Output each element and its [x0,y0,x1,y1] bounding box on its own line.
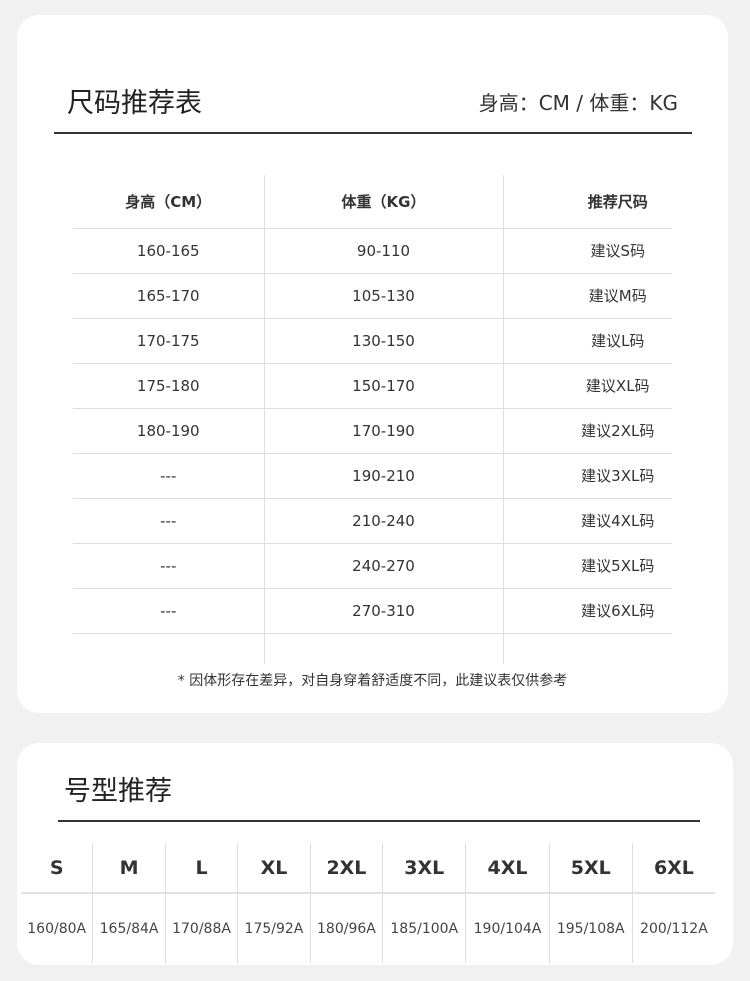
table-row: --- 240-270 建议5XL码 [73,543,672,589]
size-cell: 建议M码 [503,273,672,319]
table-row: --- 210-240 建议4XL码 [73,498,672,544]
model-value: 170/88A [165,893,239,963]
header-row: 身高（CM） 体重（KG） 推荐尺码 [73,175,672,229]
height-cell: --- [73,498,265,544]
weight-cell: 270-310 [264,588,504,634]
height-cell: --- [73,543,265,589]
model-row: 160/80A 165/84A 170/88A 175/92A 180/96A 185/1… [21,893,715,963]
empty-cell [503,633,672,664]
height-cell: 170-175 [73,318,265,364]
size-label: M [92,843,166,894]
size-label: S [21,843,94,894]
model-table-title: 号型推荐 [64,776,172,807]
column-header: 身高（CM） [73,175,265,229]
table-row: --- 190-210 建议3XL码 [73,453,672,499]
size-cell: 建议XL码 [503,363,672,409]
unit-label: 身高：CM / 体重：KG [478,91,678,115]
weight-cell: 210-240 [264,498,504,544]
size-recommendation-card: 尺码推荐表 身高：CM / 体重：KG 身高（CM） 体重（KG） 推荐尺码 160-… [17,15,728,713]
title-divider [54,132,692,134]
model-value: 175/92A [237,893,311,963]
empty-row [73,633,672,664]
disclaimer-note: * 因体形存在差异，对自身穿着舒适度不同，此建议表仅供参考 [177,673,568,689]
size-cell: 建议L码 [503,318,672,364]
size-cell: 建议S码 [503,228,672,274]
weight-cell: 105-130 [264,273,504,319]
model-value: 160/80A [21,893,94,963]
size-table-title: 尺码推荐表 [67,88,202,119]
table-row: 170-175 130-150 建议L码 [73,318,672,364]
model-recommendation-card: 号型推荐 S M L XL 2XL 3XL 4XL 5XL 6XL 160/80A 165/84A 1… [17,743,733,965]
table-row: 180-190 170-190 建议2XL码 [73,408,672,454]
size-label: 4XL [465,843,550,894]
weight-cell: 150-170 [264,363,504,409]
height-cell: --- [73,588,265,634]
size-row: S M L XL 2XL 3XL 4XL 5XL 6XL [21,843,715,894]
size-label: 3XL [382,843,467,894]
model-value: 195/108A [549,893,633,963]
column-header: 推荐尺码 [503,175,672,229]
size-cell: 建议3XL码 [503,453,672,499]
table-row: 175-180 150-170 建议XL码 [73,363,672,409]
model-value: 165/84A [92,893,166,963]
empty-cell [73,633,265,664]
size-cell: 建议6XL码 [503,588,672,634]
table-row: --- 270-310 建议6XL码 [73,588,672,634]
height-cell: 165-170 [73,273,265,319]
size-cell: 建议5XL码 [503,543,672,589]
title-divider [58,820,700,822]
weight-cell: 170-190 [264,408,504,454]
weight-cell: 190-210 [264,453,504,499]
weight-cell: 240-270 [264,543,504,589]
size-label: 2XL [310,843,384,894]
model-table: S M L XL 2XL 3XL 4XL 5XL 6XL 160/80A 165/84A 170/88… [21,843,715,963]
column-header: 体重（KG） [264,175,504,229]
weight-cell: 90-110 [264,228,504,274]
height-cell: --- [73,453,265,499]
table-row: 160-165 90-110 建议S码 [73,228,672,274]
table-row: 165-170 105-130 建议M码 [73,273,672,319]
height-cell: 160-165 [73,228,265,274]
size-cell: 建议4XL码 [503,498,672,544]
model-value: 185/100A [382,893,467,963]
size-label: 6XL [632,843,715,894]
size-cell: 建议2XL码 [503,408,672,454]
size-label: L [165,843,239,894]
size-label: XL [237,843,311,894]
model-value: 180/96A [310,893,384,963]
height-cell: 175-180 [73,363,265,409]
size-label: 5XL [549,843,633,894]
size-table: 身高（CM） 体重（KG） 推荐尺码 160-165 90-110 建议S码 165-170… [73,175,672,664]
model-value: 200/112A [640,920,708,937]
model-value: 190/104A [465,893,550,963]
height-cell: 180-190 [73,408,265,454]
empty-cell [264,633,504,664]
weight-cell: 130-150 [264,318,504,364]
